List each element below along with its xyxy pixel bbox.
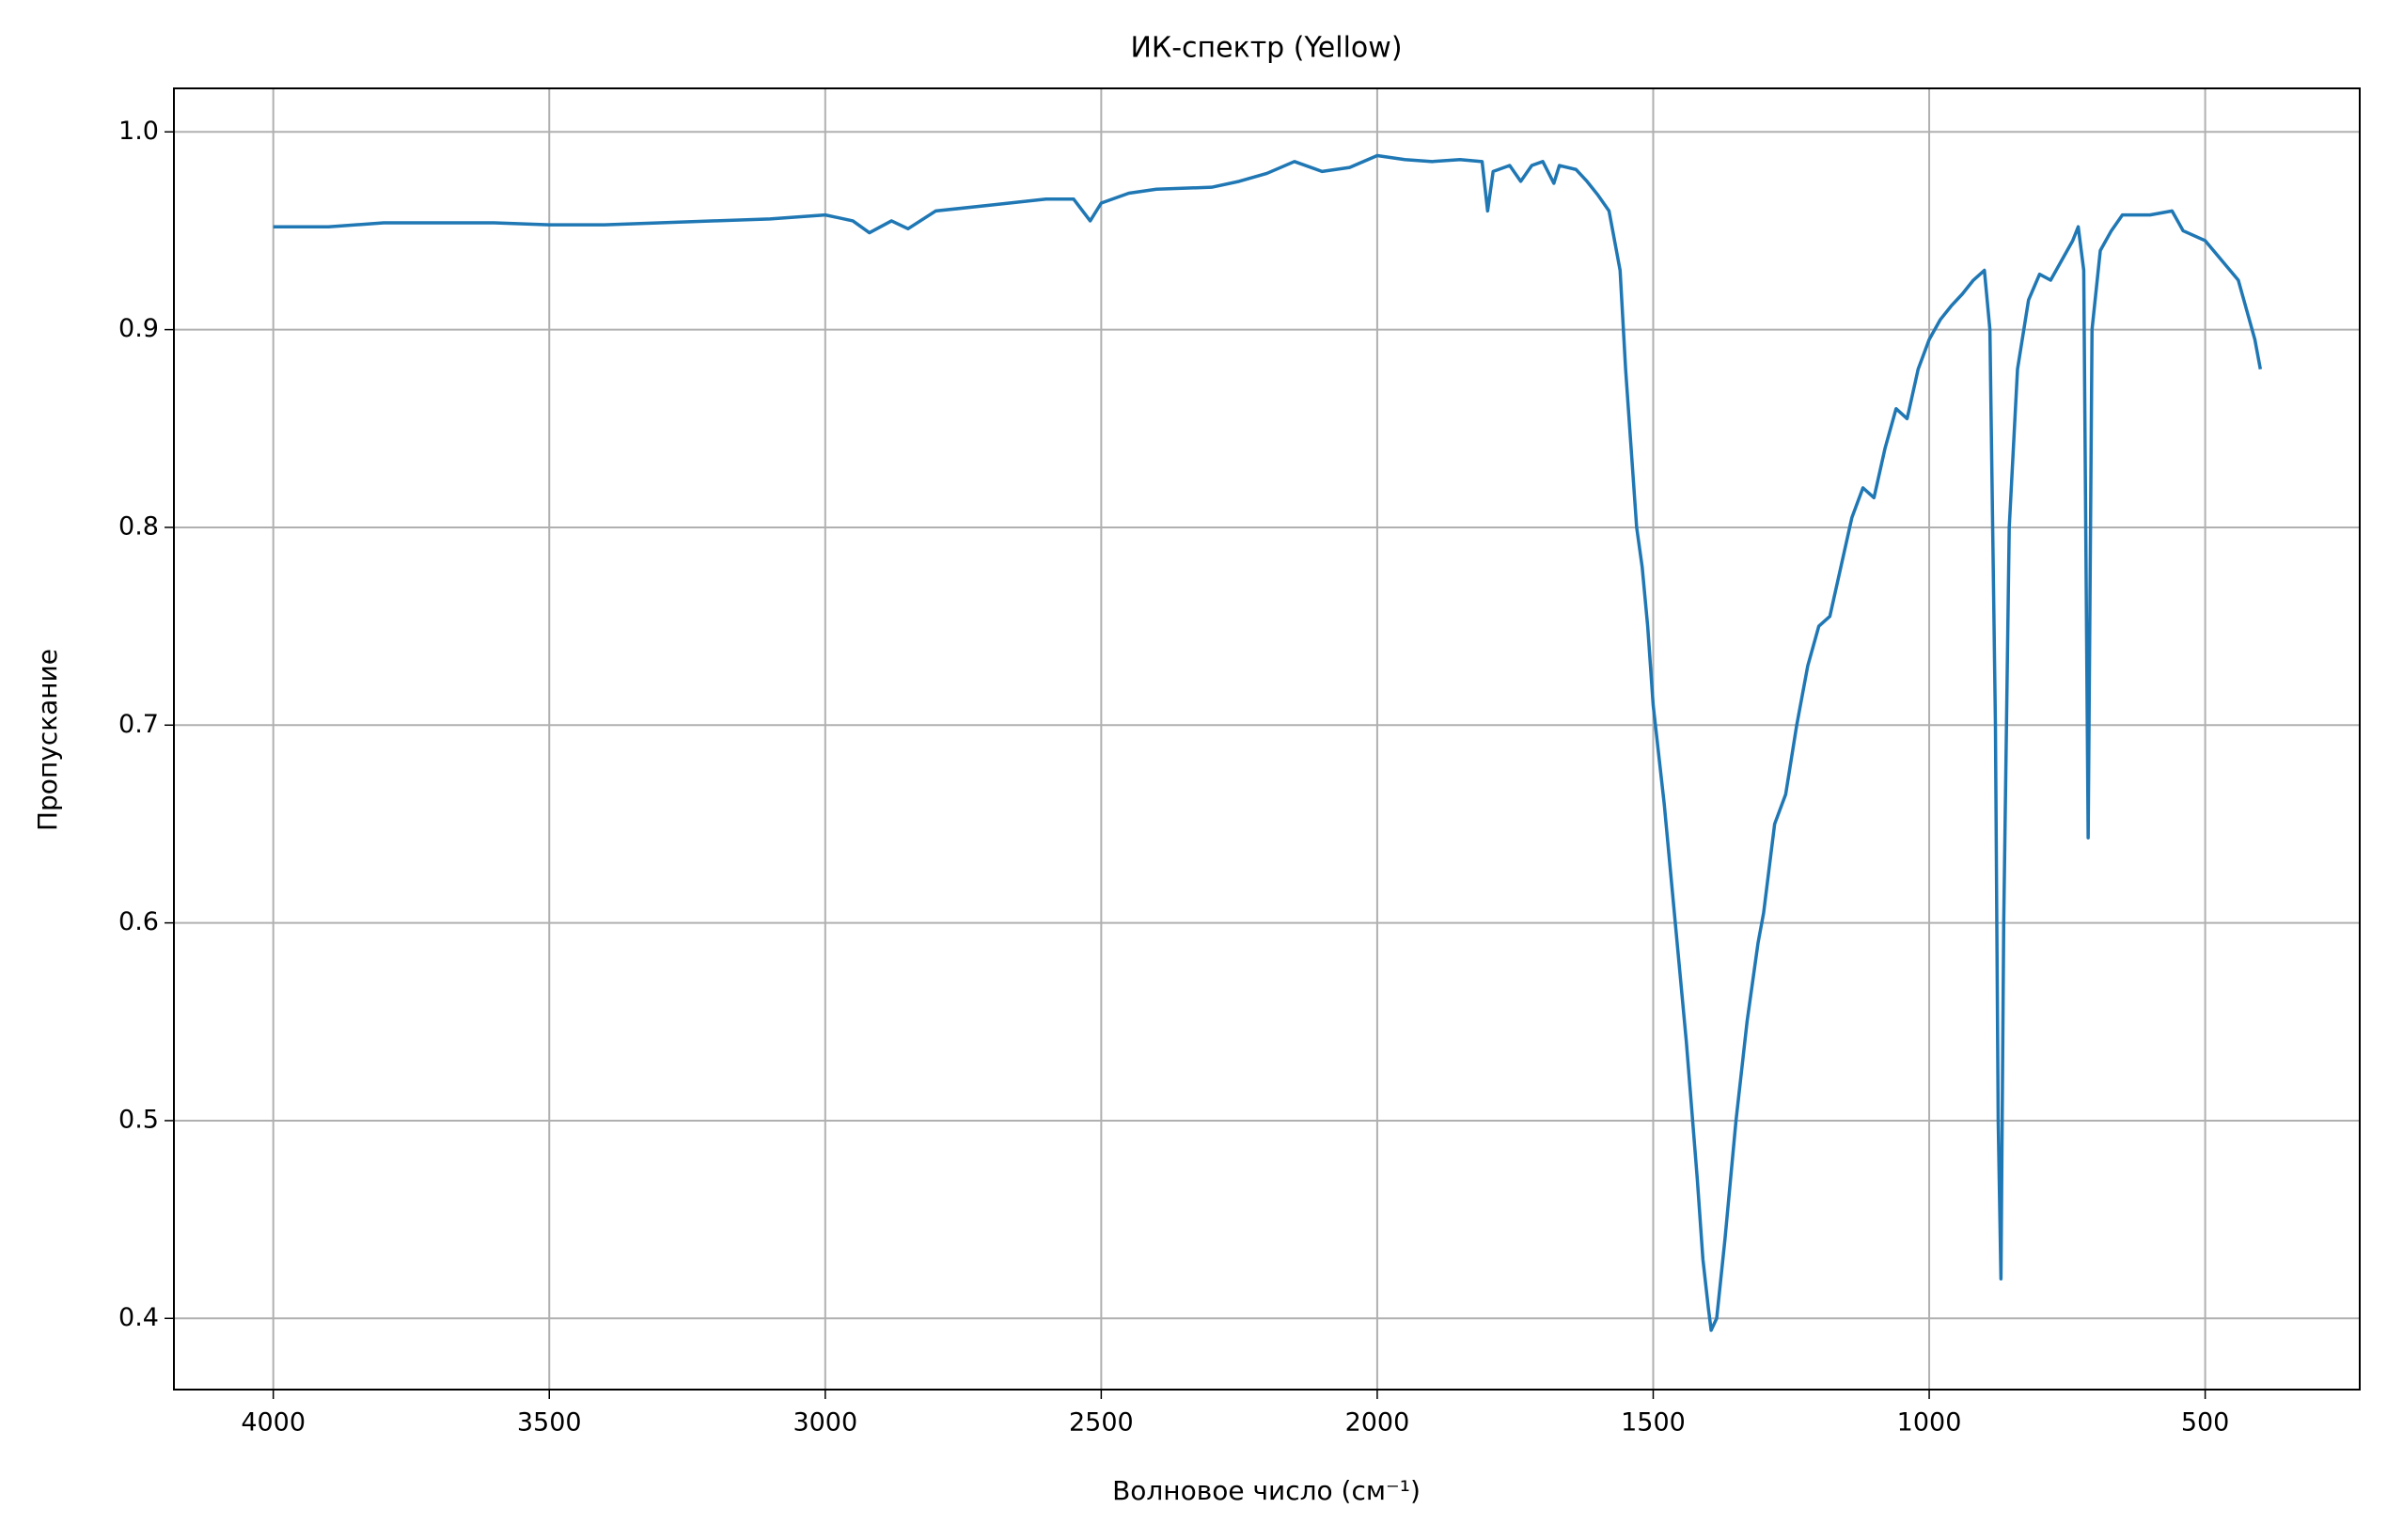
y-tick-label: 0.4 — [118, 1303, 159, 1332]
x-tick-label: 500 — [2181, 1408, 2230, 1438]
y-tick-label: 0.6 — [118, 907, 159, 936]
spectrum-line — [273, 153, 2263, 1332]
x-tick-label: 3000 — [793, 1408, 857, 1438]
y-tick-label: 0.5 — [118, 1105, 159, 1134]
y-axis-label: Пропускание — [32, 649, 63, 831]
x-tick-label: 3500 — [517, 1408, 582, 1438]
chart-title: ИК-спектр (Yellow) — [1130, 32, 1402, 65]
x-tick-label: 2000 — [1345, 1408, 1410, 1438]
plot-frame — [173, 87, 2361, 1391]
x-tick-label: 1500 — [1621, 1408, 1686, 1438]
x-tick-label: 4000 — [241, 1408, 306, 1438]
y-tick-label: 0.7 — [118, 710, 159, 739]
y-tick-label: 1.0 — [118, 117, 159, 146]
x-tick-label: 2500 — [1069, 1408, 1134, 1438]
y-tick-label: 0.8 — [118, 511, 159, 541]
x-tick-label: 1000 — [1897, 1408, 1962, 1438]
x-axis-label: Волновое число (см⁻¹) — [1112, 1475, 1421, 1506]
y-tick-label: 0.9 — [118, 314, 159, 343]
